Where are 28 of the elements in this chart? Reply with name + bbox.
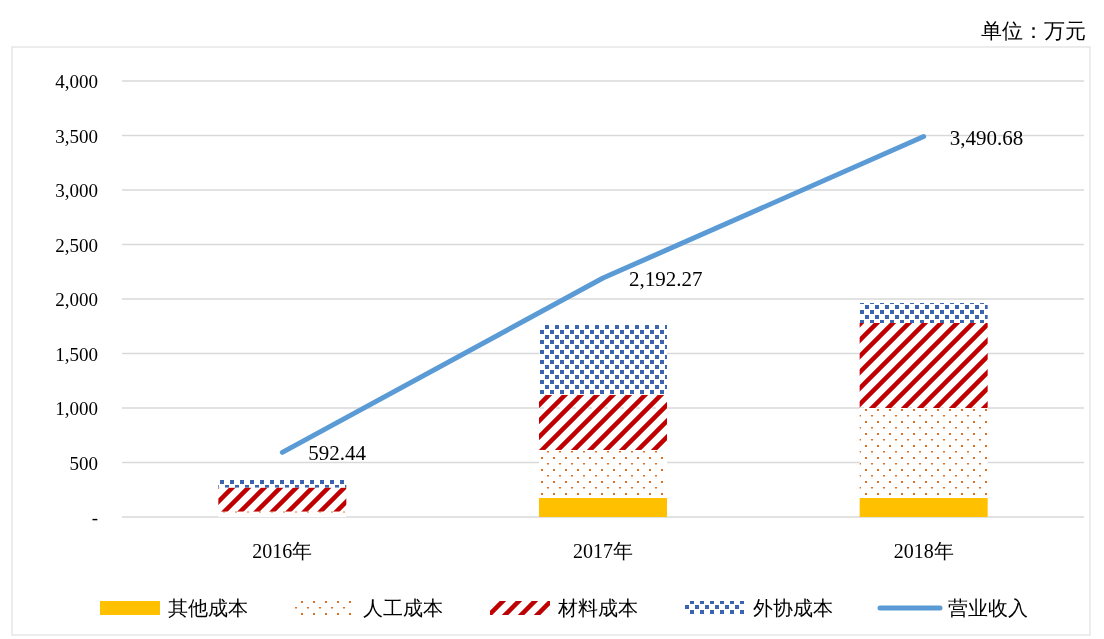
legend-label: 人工成本 xyxy=(363,597,443,619)
legend-label: 其他成本 xyxy=(168,597,248,619)
bar xyxy=(859,497,988,517)
legend-label: 外协成本 xyxy=(753,597,833,619)
x-tick-label: 2018年 xyxy=(893,540,954,562)
y-tick-label: 3,500 xyxy=(55,125,98,147)
bar xyxy=(539,395,667,450)
data-label: 3,490.68 xyxy=(949,125,1024,150)
bar xyxy=(218,487,347,512)
bar xyxy=(859,322,988,408)
y-tick-label: - xyxy=(91,507,98,528)
legend-label: 材料成本 xyxy=(557,597,638,619)
y-tick-label: 3,000 xyxy=(55,180,98,201)
bar xyxy=(539,497,667,517)
y-tick-label: 2,500 xyxy=(55,234,98,256)
y-tick-label: 2,000 xyxy=(55,289,98,310)
y-tick-label: 500 xyxy=(69,452,98,474)
y-tick-label: 1,000 xyxy=(55,398,98,419)
bar xyxy=(218,479,347,488)
bar xyxy=(218,511,347,517)
data-label: 2,192.27 xyxy=(629,267,703,292)
y-tick-label: 4,000 xyxy=(55,71,98,92)
legend-label: 营业收入 xyxy=(948,597,1028,619)
x-tick-label: 2017年 xyxy=(573,540,633,562)
x-tick-label: 2016年 xyxy=(252,540,313,562)
data-label: 592.44 xyxy=(308,441,367,466)
text: 单位：万元 xyxy=(981,19,1086,43)
y-tick-label: 1,500 xyxy=(55,343,98,365)
